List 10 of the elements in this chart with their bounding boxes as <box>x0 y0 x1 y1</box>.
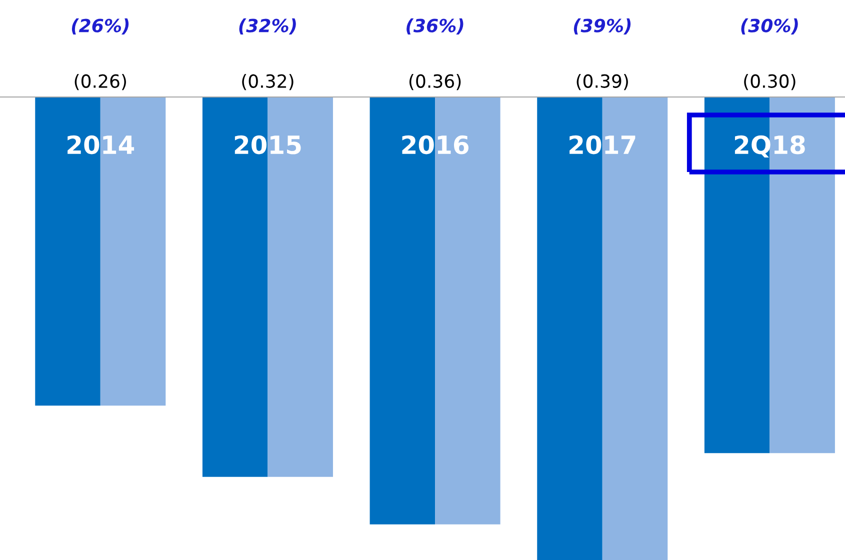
data-label: (0.36) <box>409 74 461 90</box>
data-label: (26%) <box>72 18 129 35</box>
data-label: (30%) <box>741 18 798 35</box>
data-label: (39%) <box>574 18 631 35</box>
data-label: (32%) <box>239 18 296 35</box>
data-label: (0.30) <box>744 74 796 90</box>
data-label: (36%) <box>406 18 464 35</box>
data-label: (0.26) <box>74 74 126 90</box>
data-label: (0.32) <box>242 74 294 90</box>
data-label: (0.39) <box>576 74 628 90</box>
